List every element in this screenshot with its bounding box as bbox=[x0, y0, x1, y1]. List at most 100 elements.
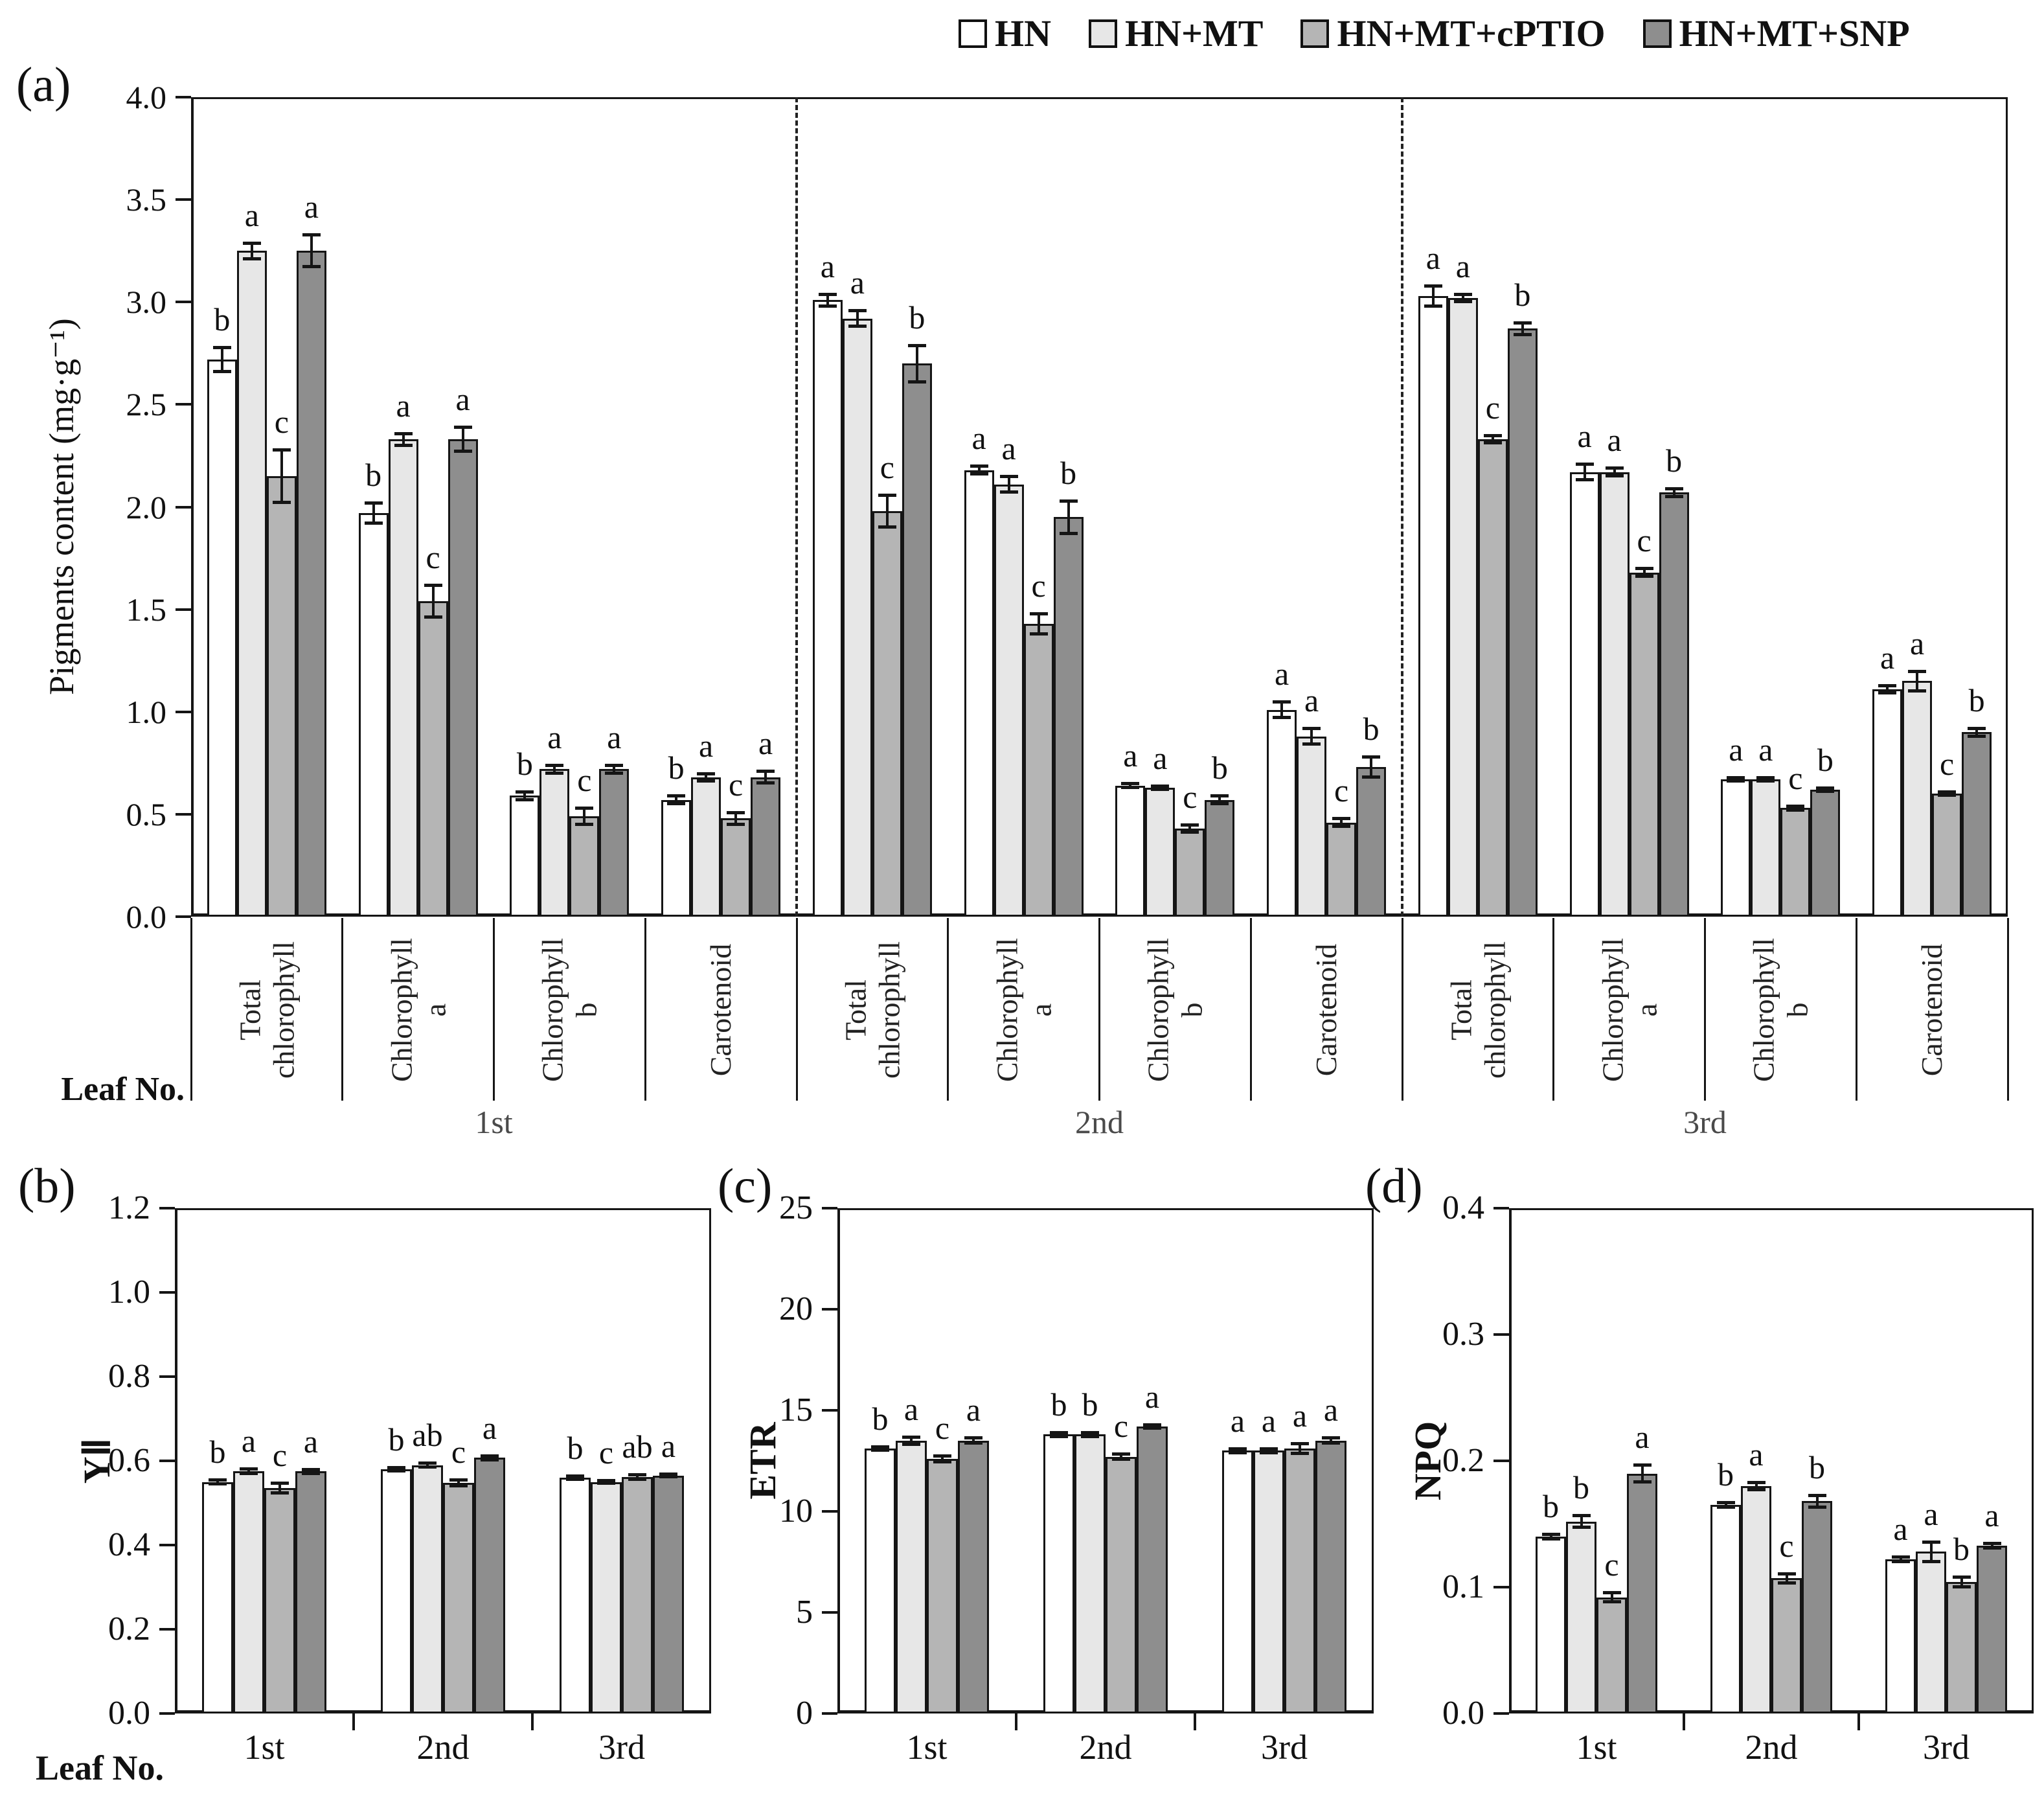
bar bbox=[1946, 1582, 1977, 1713]
bar bbox=[1710, 1505, 1741, 1713]
significance-letter: a bbox=[1230, 1403, 1245, 1439]
error-bar-cap bbox=[1059, 499, 1078, 503]
error-bar-cap bbox=[605, 771, 624, 775]
error-bar-cap bbox=[1727, 775, 1745, 779]
error-bar-cap bbox=[1716, 1501, 1735, 1505]
bar bbox=[1916, 1552, 1946, 1713]
significance-letter: b bbox=[1666, 442, 1683, 479]
significance-letter: a bbox=[303, 1423, 319, 1460]
error-bar-line bbox=[1946, 792, 1949, 796]
error-bar-cap bbox=[1181, 823, 1199, 827]
bar bbox=[958, 1440, 989, 1713]
bar bbox=[1145, 787, 1175, 917]
error-bar-cap bbox=[1332, 817, 1351, 821]
significance-letter: a bbox=[1123, 737, 1138, 774]
bar bbox=[358, 512, 389, 917]
significance-letter: a bbox=[971, 420, 986, 457]
error-bar-cap bbox=[418, 1461, 437, 1465]
significance-letter: ab bbox=[412, 1417, 443, 1454]
error-bar-cap bbox=[1029, 612, 1048, 615]
error-bar-cap bbox=[1541, 1533, 1560, 1537]
category-cell-divider bbox=[190, 918, 192, 1101]
x-axis-tick bbox=[1194, 1713, 1196, 1730]
error-bar-cap bbox=[240, 1467, 258, 1471]
significance-letter: a bbox=[1749, 1436, 1764, 1473]
y-axis-tick bbox=[159, 1712, 175, 1715]
error-bar-cap bbox=[1968, 727, 1986, 731]
error-bar-cap bbox=[667, 794, 686, 798]
error-bar-cap bbox=[1878, 683, 1897, 687]
y-tick-label: 10 bbox=[779, 1493, 813, 1530]
error-bar-cap bbox=[1121, 785, 1140, 789]
category-label-text: Carotenoid bbox=[704, 943, 738, 1077]
bar bbox=[1477, 439, 1508, 917]
leaf-group-label: 2nd bbox=[1075, 1104, 1124, 1140]
y-tick-label: 0.4 bbox=[108, 1526, 150, 1563]
error-bar-line bbox=[972, 1438, 975, 1444]
error-bar-cap bbox=[659, 1472, 677, 1476]
error-bar-cap bbox=[449, 1484, 468, 1487]
error-bar-cap bbox=[1121, 782, 1140, 786]
significance-letter: a bbox=[661, 1428, 676, 1465]
error-bar-cap bbox=[1922, 1540, 1940, 1544]
error-bar-cap bbox=[1260, 1447, 1278, 1451]
x-axis-tick bbox=[352, 1713, 355, 1730]
error-bar-line bbox=[1370, 757, 1373, 777]
y-tick-label: 0.6 bbox=[108, 1442, 150, 1479]
significance-letter: a bbox=[482, 1410, 497, 1447]
panel-c-tag: (c) bbox=[718, 1159, 773, 1213]
significance-letter: a bbox=[1635, 1418, 1650, 1455]
significance-letter: c bbox=[1031, 567, 1046, 604]
bar bbox=[1566, 1521, 1596, 1713]
error-bar-cap bbox=[1181, 831, 1199, 834]
bar bbox=[1267, 709, 1297, 917]
error-bar-line bbox=[1990, 1542, 1993, 1548]
error-bar-cap bbox=[1362, 775, 1381, 779]
bar bbox=[1106, 1456, 1137, 1713]
y-axis-tick bbox=[176, 403, 191, 406]
error-bar-cap bbox=[1029, 632, 1048, 636]
x-tick-label: 1st bbox=[906, 1728, 948, 1767]
error-bar-cap bbox=[1664, 494, 1683, 498]
error-bar-cap bbox=[1260, 1450, 1278, 1454]
error-bar-cap bbox=[424, 615, 442, 619]
significance-letter: a bbox=[1261, 1403, 1277, 1439]
error-bar-cap bbox=[1891, 1560, 1910, 1563]
significance-letter: c bbox=[577, 762, 592, 799]
significance-letter: a bbox=[1153, 739, 1168, 776]
error-bar-cap bbox=[1302, 727, 1321, 731]
bar bbox=[1599, 472, 1630, 917]
error-bar-cap bbox=[1952, 1585, 1971, 1588]
y-tick-label: 0.8 bbox=[108, 1358, 150, 1395]
bar bbox=[964, 470, 994, 917]
error-bar-cap bbox=[907, 380, 926, 384]
error-bar-cap bbox=[871, 1449, 889, 1452]
error-bar-cap bbox=[667, 802, 686, 806]
error-bar-line bbox=[1975, 728, 1979, 737]
error-bar-cap bbox=[1322, 1436, 1340, 1440]
bar bbox=[842, 318, 872, 917]
error-bar-cap bbox=[545, 771, 564, 775]
error-bar-line bbox=[1916, 670, 1919, 692]
category-label-text: Carotenoid bbox=[1310, 943, 1343, 1077]
error-bar-cap bbox=[848, 308, 867, 312]
error-bar-line bbox=[523, 792, 527, 800]
category-cell-divider bbox=[1855, 918, 1857, 1101]
bar bbox=[1023, 623, 1054, 917]
error-bar-cap bbox=[964, 1436, 982, 1440]
y-tick-label: 0.2 bbox=[108, 1610, 150, 1647]
error-bar-cap bbox=[1575, 463, 1594, 466]
error-bar-cap bbox=[1513, 321, 1532, 325]
bar bbox=[812, 300, 843, 917]
error-bar-cap bbox=[364, 521, 383, 525]
error-bar-cap bbox=[481, 1458, 499, 1461]
error-bar-cap bbox=[1273, 700, 1291, 704]
bar bbox=[1977, 1545, 2007, 1713]
bar bbox=[661, 799, 692, 917]
error-bar-line bbox=[941, 1456, 944, 1462]
y-tick-label: 2.5 bbox=[126, 386, 167, 423]
bar bbox=[1205, 799, 1235, 917]
bar bbox=[896, 1440, 927, 1713]
error-bar-line bbox=[1899, 1557, 1902, 1562]
significance-letter: a bbox=[1607, 422, 1622, 459]
